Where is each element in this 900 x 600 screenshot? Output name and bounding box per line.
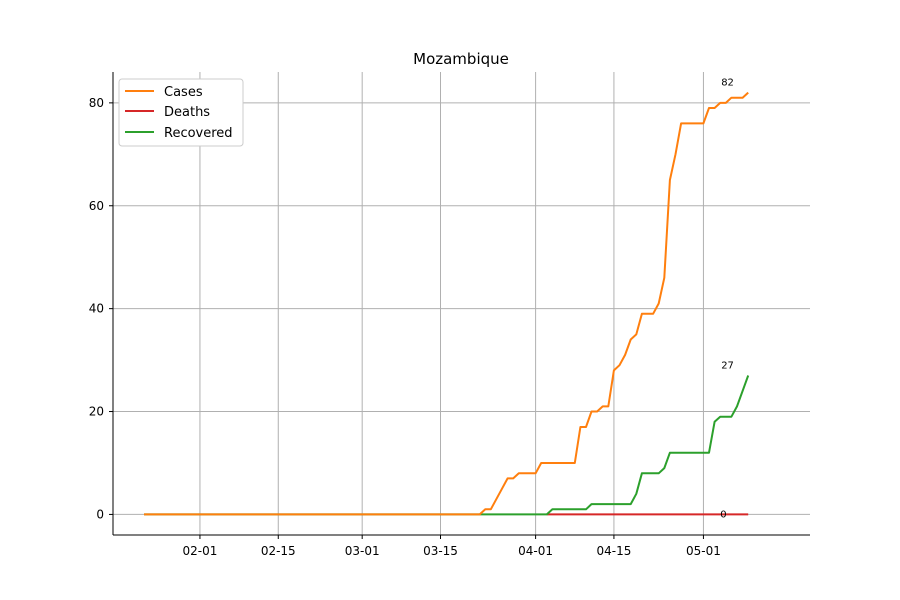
legend: Cases Deaths Recovered [118, 78, 244, 147]
x-tick-label: 04-15 [596, 544, 631, 558]
end-label-recovered: 27 [721, 361, 734, 372]
series-line-cases [144, 91, 749, 516]
x-tick-label: 02-01 [183, 544, 218, 558]
end-label-deaths: 0 [720, 509, 726, 520]
legend-box [118, 78, 244, 147]
x-tick-label: 03-15 [423, 544, 458, 558]
y-tick-label: 80 [89, 96, 104, 110]
x-ticks: 02-01 02-15 03-01 03-15 04-01 04-15 05-01 [183, 535, 721, 558]
y-tick-label: 0 [96, 507, 104, 521]
legend-label-deaths: Deaths [164, 105, 210, 120]
series-lines [144, 91, 750, 516]
end-labels: 0 27 82 [720, 78, 734, 521]
x-tick-label: 05-01 [686, 544, 721, 558]
x-tick-label: 04-01 [518, 544, 553, 558]
legend-label-cases: Cases [164, 85, 203, 100]
chart-title: Mozambique [413, 50, 509, 68]
x-tick-label: 03-01 [345, 544, 380, 558]
series-line-recovered [144, 375, 750, 516]
y-tick-label: 60 [89, 199, 104, 213]
x-tick-label: 02-15 [261, 544, 296, 558]
legend-label-recovered: Recovered [164, 126, 233, 141]
y-ticks: 0 20 40 60 80 [89, 96, 113, 521]
y-tick-label: 40 [89, 302, 104, 316]
end-label-cases: 82 [721, 78, 734, 89]
y-tick-label: 20 [89, 405, 104, 419]
axes [112, 72, 810, 536]
